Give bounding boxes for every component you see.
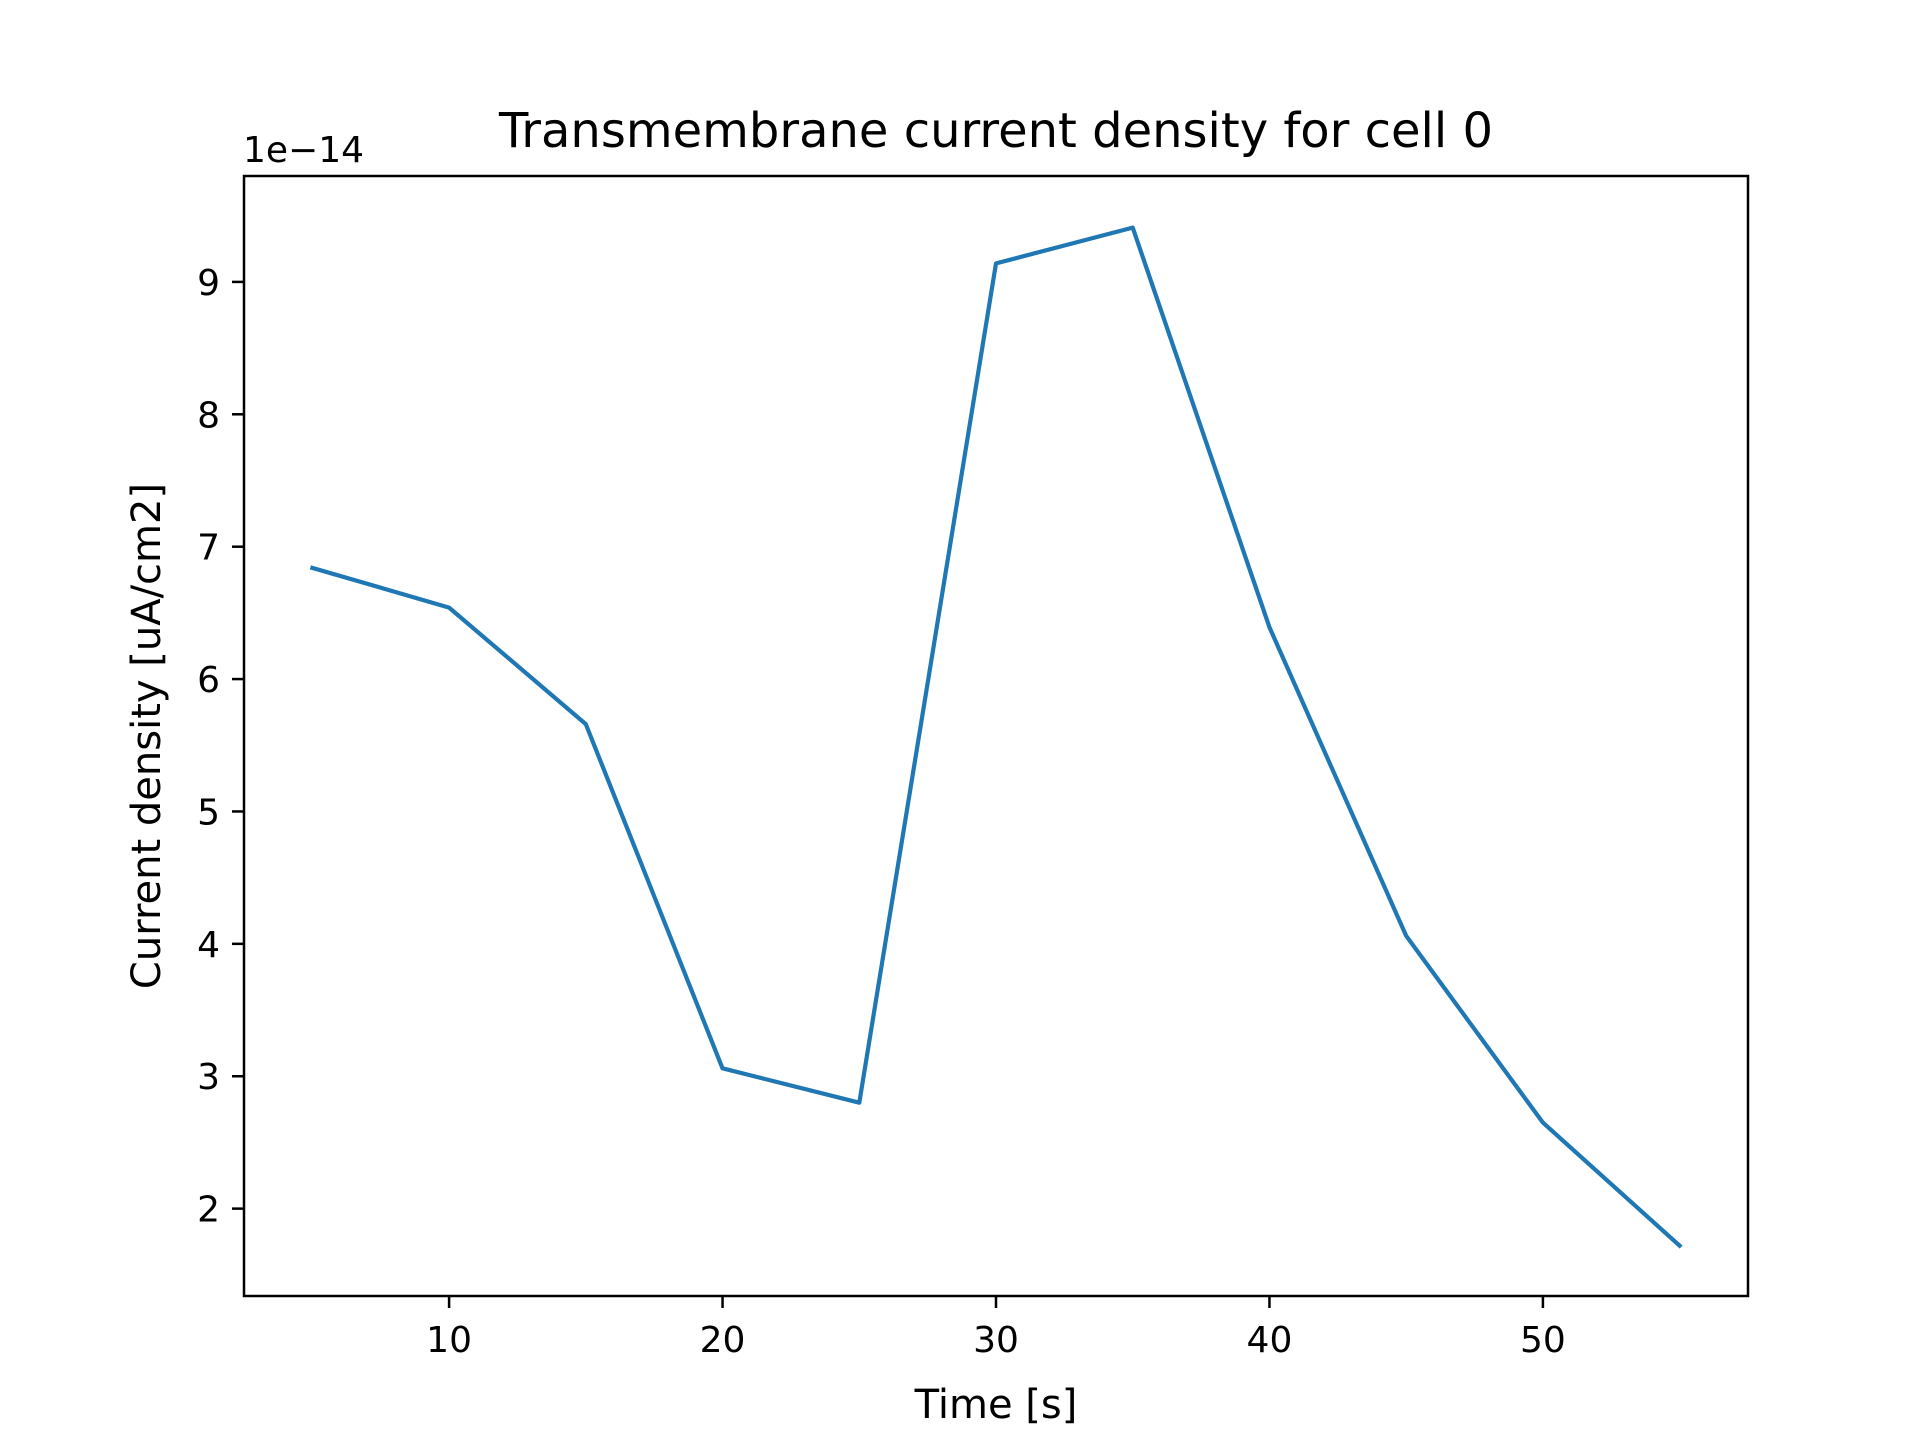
x-tick-label: 10 (426, 1320, 472, 1361)
x-tick-label: 50 (1520, 1320, 1566, 1361)
y-tick-label: 2 (197, 1190, 220, 1231)
y-tick-label: 5 (197, 792, 220, 833)
y-tick-label: 7 (197, 528, 220, 569)
y-tick-label: 3 (197, 1057, 220, 1098)
y-tick-label: 4 (197, 925, 220, 966)
y-axis-label: Current density [uA/cm2] (124, 483, 170, 989)
y-offset-label: 1e−14 (243, 130, 364, 171)
x-axis-label: Time [s] (914, 1382, 1078, 1428)
series-line (309, 225, 1683, 1249)
x-tick-label: 20 (700, 1320, 746, 1361)
chart-title: Transmembrane current density for cell 0 (498, 103, 1493, 159)
plot-content (309, 225, 1683, 1249)
x-tick-label: 30 (973, 1320, 1019, 1361)
y-tick-label: 9 (197, 263, 220, 304)
y-tick-label: 6 (197, 660, 220, 701)
x-tick-label: 40 (1247, 1320, 1293, 1361)
y-axis: 2 3 4 5 6 7 8 9 (197, 263, 244, 1231)
x-axis: 10 20 30 40 50 (426, 1296, 1566, 1361)
y-tick-label: 8 (197, 395, 220, 436)
